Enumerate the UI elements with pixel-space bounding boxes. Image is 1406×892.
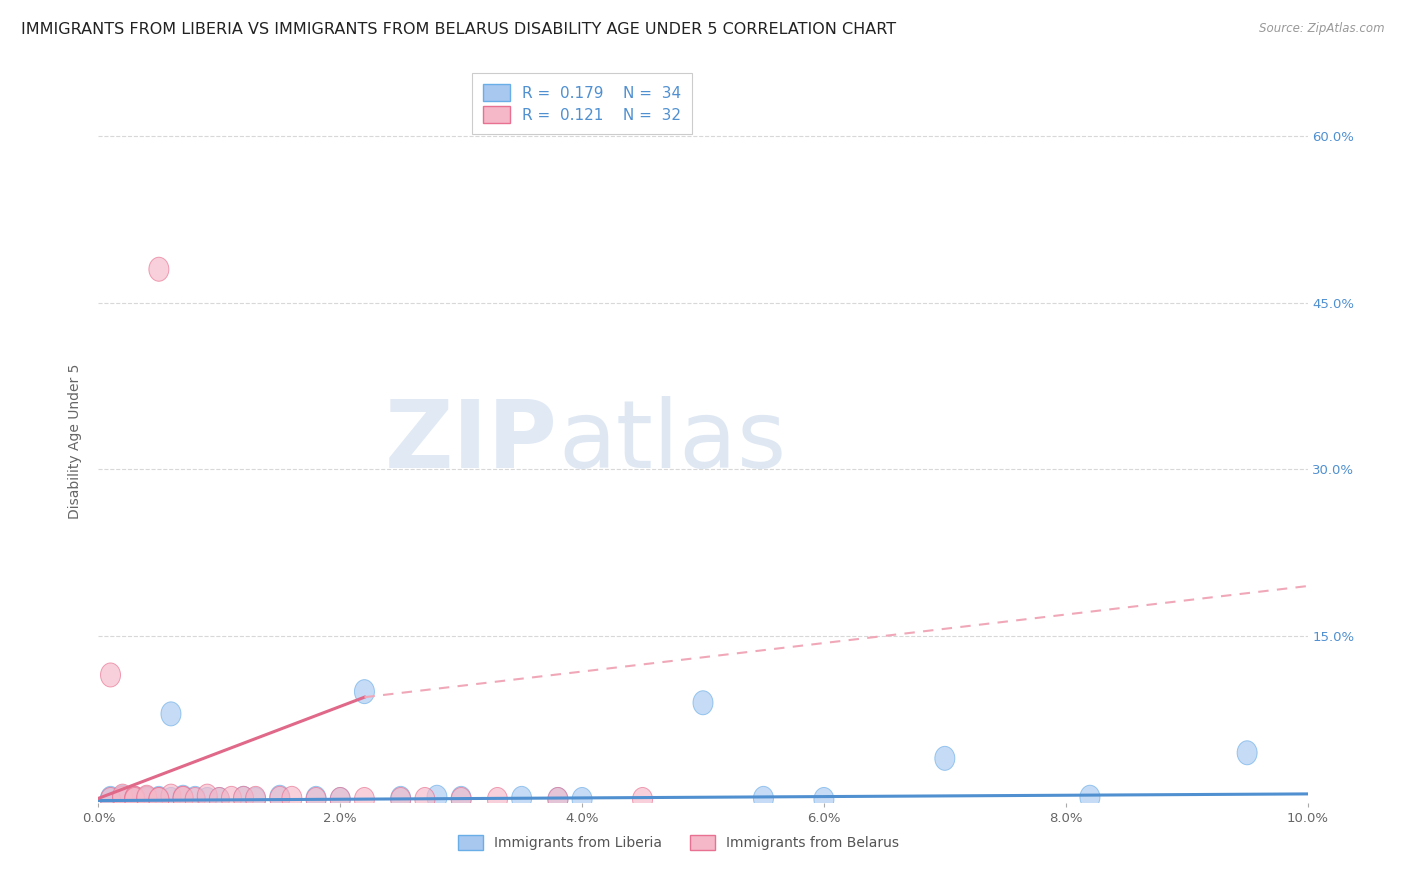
Ellipse shape xyxy=(354,788,374,812)
Ellipse shape xyxy=(173,785,193,809)
Ellipse shape xyxy=(149,788,169,812)
Ellipse shape xyxy=(270,785,290,809)
Ellipse shape xyxy=(149,788,169,812)
Ellipse shape xyxy=(572,788,592,812)
Ellipse shape xyxy=(112,787,132,810)
Ellipse shape xyxy=(136,788,157,812)
Ellipse shape xyxy=(125,787,145,810)
Text: atlas: atlas xyxy=(558,395,786,488)
Ellipse shape xyxy=(149,257,169,281)
Legend: Immigrants from Liberia, Immigrants from Belarus: Immigrants from Liberia, Immigrants from… xyxy=(451,828,907,857)
Ellipse shape xyxy=(451,787,471,810)
Ellipse shape xyxy=(186,787,205,810)
Ellipse shape xyxy=(330,788,350,812)
Ellipse shape xyxy=(149,787,169,810)
Ellipse shape xyxy=(221,787,242,810)
Ellipse shape xyxy=(197,788,218,812)
Ellipse shape xyxy=(112,785,132,809)
Text: IMMIGRANTS FROM LIBERIA VS IMMIGRANTS FROM BELARUS DISABILITY AGE UNDER 5 CORREL: IMMIGRANTS FROM LIBERIA VS IMMIGRANTS FR… xyxy=(21,22,896,37)
Ellipse shape xyxy=(125,787,145,810)
Ellipse shape xyxy=(270,787,290,810)
Ellipse shape xyxy=(1080,785,1099,809)
Ellipse shape xyxy=(307,787,326,810)
Ellipse shape xyxy=(136,787,157,810)
Ellipse shape xyxy=(415,788,434,812)
Ellipse shape xyxy=(100,788,121,812)
Ellipse shape xyxy=(173,787,193,810)
Ellipse shape xyxy=(633,788,652,812)
Ellipse shape xyxy=(125,787,145,810)
Ellipse shape xyxy=(814,788,834,812)
Ellipse shape xyxy=(112,788,132,812)
Ellipse shape xyxy=(354,680,374,704)
Text: Source: ZipAtlas.com: Source: ZipAtlas.com xyxy=(1260,22,1385,36)
Ellipse shape xyxy=(100,663,121,687)
Ellipse shape xyxy=(307,788,326,812)
Ellipse shape xyxy=(100,787,121,810)
Ellipse shape xyxy=(548,788,568,812)
Ellipse shape xyxy=(754,787,773,810)
Ellipse shape xyxy=(935,747,955,771)
Ellipse shape xyxy=(186,788,205,812)
Ellipse shape xyxy=(391,788,411,812)
Ellipse shape xyxy=(488,788,508,812)
Ellipse shape xyxy=(173,787,193,810)
Ellipse shape xyxy=(136,785,157,809)
Ellipse shape xyxy=(281,787,302,810)
Ellipse shape xyxy=(693,690,713,714)
Ellipse shape xyxy=(125,788,145,812)
Text: ZIP: ZIP xyxy=(385,395,558,488)
Ellipse shape xyxy=(451,788,471,812)
Ellipse shape xyxy=(427,785,447,809)
Ellipse shape xyxy=(246,788,266,812)
Ellipse shape xyxy=(330,788,350,812)
Ellipse shape xyxy=(209,788,229,812)
Ellipse shape xyxy=(125,788,145,812)
Ellipse shape xyxy=(160,788,181,812)
Ellipse shape xyxy=(100,788,121,812)
Ellipse shape xyxy=(512,787,531,810)
Ellipse shape xyxy=(548,788,568,812)
Ellipse shape xyxy=(136,787,157,810)
Ellipse shape xyxy=(149,788,169,812)
Ellipse shape xyxy=(197,784,218,808)
Ellipse shape xyxy=(112,784,132,808)
Ellipse shape xyxy=(233,787,253,810)
Ellipse shape xyxy=(246,787,266,810)
Ellipse shape xyxy=(1237,740,1257,764)
Ellipse shape xyxy=(160,702,181,726)
Ellipse shape xyxy=(209,788,229,812)
Ellipse shape xyxy=(233,787,253,810)
Ellipse shape xyxy=(160,784,181,808)
Y-axis label: Disability Age Under 5: Disability Age Under 5 xyxy=(69,364,83,519)
Ellipse shape xyxy=(391,787,411,810)
